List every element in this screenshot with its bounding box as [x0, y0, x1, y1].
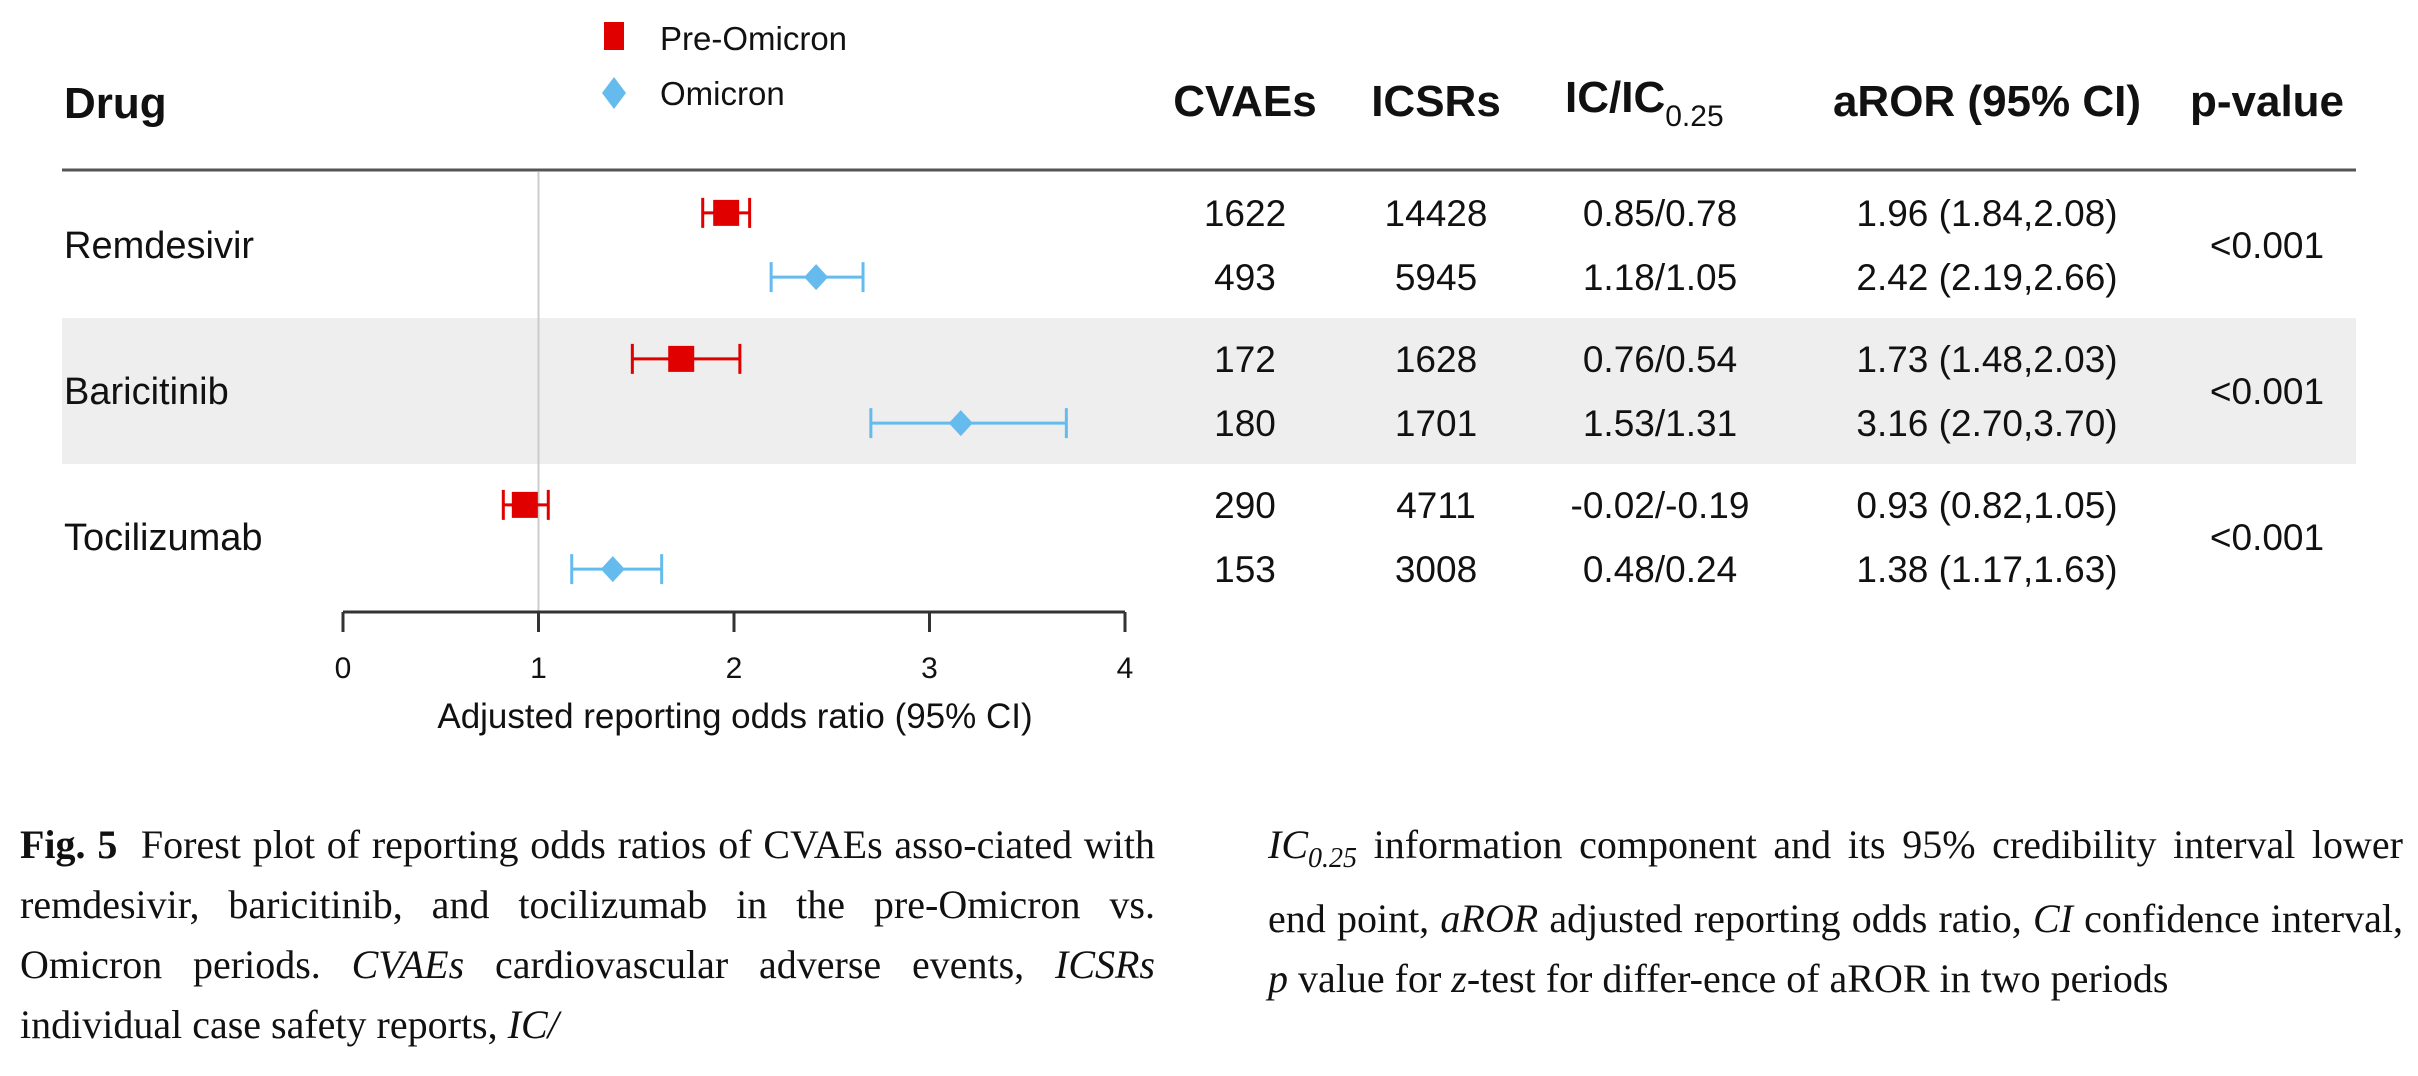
point-estimate-diamond	[600, 556, 625, 583]
legend-label-pre-omicron: Pre-Omicron	[660, 20, 847, 57]
legend: Pre-Omicron Omicron	[602, 20, 847, 112]
drug-label: Tocilizumab	[64, 517, 263, 559]
caption-segment: ICSRs	[1055, 942, 1155, 987]
x-tick-label: 0	[335, 652, 352, 685]
aror-cell: 3.16 (2.70,3.70)	[1856, 403, 2117, 444]
drug-label: Remdesivir	[64, 225, 254, 267]
aror-cell: 1.38 (1.17,1.63)	[1856, 549, 2117, 590]
caption-segment: Forest plot of reporting odds ratios of …	[20, 822, 1156, 987]
point-estimate-square	[668, 345, 695, 372]
legend-marker-omicron	[602, 77, 626, 109]
cvaes-cell: 1622	[1204, 193, 1286, 234]
drug-label: Baricitinib	[64, 371, 229, 413]
x-tick-label: 2	[726, 652, 743, 685]
header-ic-sub: 0.25	[1665, 100, 1723, 133]
caption-segment: -test for differ-ence of aROR in two per…	[1466, 956, 2169, 1001]
ic-cell: 0.48/0.24	[1583, 549, 1737, 590]
caption-segment: CI	[2032, 896, 2073, 941]
point-estimate-square	[713, 199, 740, 226]
p-value-cell: <0.001	[2210, 517, 2324, 558]
cvaes-cell: 180	[1214, 403, 1276, 444]
ic-cell: 1.18/1.05	[1583, 257, 1737, 298]
table-rows: Remdesivir <0.001 1622 14428 0.85/0.78 1.96 (…	[64, 193, 2324, 590]
caption-segment: IC/	[507, 1002, 559, 1047]
row-band-shaded	[62, 318, 2356, 464]
caption-ic-term: IC0.25	[1268, 822, 1357, 874]
caption-segment: confidence interval,	[2072, 896, 2403, 941]
ic-cell: 1.53/1.31	[1583, 403, 1737, 444]
icsrs-cell: 14428	[1385, 193, 1488, 234]
aror-cell: 1.96 (1.84,2.08)	[1856, 193, 2117, 234]
aror-cell: 0.93 (0.82,1.05)	[1856, 485, 2117, 526]
caption-segment: CVAEs	[351, 942, 465, 987]
caption-right-text: information component and its 95% credib…	[1268, 822, 2403, 1001]
caption-ic-main: IC	[1268, 822, 1308, 867]
caption-segment: p	[1268, 956, 1288, 1001]
cvaes-cell: 153	[1214, 549, 1276, 590]
ic-cell: -0.02/-0.19	[1571, 485, 1750, 526]
header-ic-main: IC/IC	[1565, 73, 1665, 122]
cvaes-cell: 172	[1214, 339, 1276, 380]
point-estimate-square	[511, 491, 538, 518]
caption-left-text: Forest plot of reporting odds ratios of …	[20, 822, 1155, 1047]
icsrs-cell: 5945	[1395, 257, 1477, 298]
caption-segment: z	[1451, 956, 1467, 1001]
caption-segment: value for	[1288, 956, 1452, 1001]
x-tick-label: 1	[530, 652, 547, 685]
ic-cell: 0.85/0.78	[1583, 193, 1737, 234]
x-axis: 0 1 2 3 4	[335, 610, 1134, 685]
legend-marker-pre-omicron	[604, 22, 624, 50]
p-value-cell: <0.001	[2210, 371, 2324, 412]
header-icsrs: ICSRs	[1371, 77, 1501, 126]
caption-segment: individual case safety reports,	[20, 1002, 508, 1047]
x-axis-label: Adjusted reporting odds ratio (95% CI)	[437, 697, 1032, 736]
cvaes-cell: 290	[1214, 485, 1276, 526]
header-drug: Drug	[64, 79, 167, 128]
caption-segment: aROR	[1440, 896, 1539, 941]
table-header: Drug CVAEs ICSRs IC/IC0.25 aROR (95% CI)…	[64, 73, 2344, 133]
x-tick-label: 4	[1117, 652, 1134, 685]
p-value-cell: <0.001	[2210, 225, 2324, 266]
icsrs-cell: 4711	[1396, 485, 1476, 526]
legend-label-omicron: Omicron	[660, 75, 785, 112]
figure-caption-right: IC0.25 information component and its 95%…	[1268, 815, 2403, 1009]
icsrs-cell: 1628	[1395, 339, 1477, 380]
point-estimate-diamond	[948, 410, 973, 437]
caption-segment: adjusted reporting odds ratio,	[1538, 896, 2033, 941]
caption-fig-label: Fig. 5	[20, 822, 118, 867]
header-ic: IC/IC0.25	[1565, 73, 1724, 133]
header-pvalue: p-value	[2190, 77, 2344, 126]
row-bands	[62, 318, 2356, 464]
forest-plot-figure: Pre-Omicron Omicron Drug CVAEs ICSRs IC/…	[62, 20, 2356, 736]
ic-cell: 0.76/0.54	[1583, 339, 1737, 380]
point-estimate-diamond	[804, 264, 829, 291]
aror-cell: 2.42 (2.19,2.66)	[1856, 257, 2117, 298]
caption-segment: cardiovascular adverse events,	[464, 942, 1055, 987]
icsrs-cell: 1701	[1395, 403, 1477, 444]
plot-marks	[501, 197, 1068, 585]
x-tick-label: 3	[921, 652, 938, 685]
cvaes-cell: 493	[1214, 257, 1276, 298]
aror-cell: 1.73 (1.48,2.03)	[1856, 339, 2117, 380]
caption-ic-sub: 0.25	[1308, 843, 1357, 874]
header-aror: aROR (95% CI)	[1833, 77, 2141, 126]
header-cvaes: CVAEs	[1173, 77, 1316, 126]
icsrs-cell: 3008	[1395, 549, 1477, 590]
caption-segment: information component and its 95% credib…	[1268, 822, 2403, 941]
figure-caption-left: Fig. 5 Forest plot of reporting odds rat…	[20, 815, 1155, 1055]
